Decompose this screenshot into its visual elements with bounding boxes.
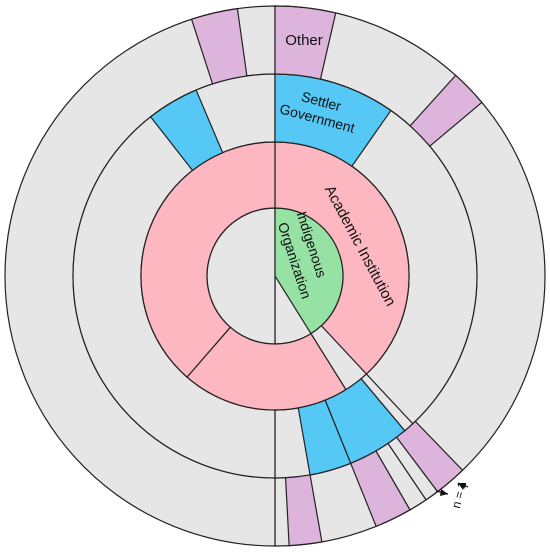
academic-institution-segment-right: [274, 141, 410, 391]
label-other: Other: [285, 32, 323, 49]
settler-government-segment-topleft: [149, 89, 224, 172]
label-n: n = 1: [449, 480, 470, 510]
n-arrow-right-head: [458, 483, 466, 490]
n-annotation: n = 1: [435, 480, 470, 510]
ring-3-slice: [360, 373, 414, 432]
settler-government-segment-bottom: [297, 399, 352, 476]
rings-group: [4, 5, 546, 547]
academic-institution-segment-left: [140, 141, 276, 378]
ring-4-slice-b: [375, 442, 427, 511]
other-segment-right: [409, 74, 483, 148]
other-segment-top: [274, 5, 337, 80]
other-segment-bottom2: [284, 474, 323, 547]
other-segment-bottom1: [349, 450, 411, 528]
other-segment-topleft: [190, 7, 248, 85]
n-arrow-left-head: [440, 489, 448, 496]
